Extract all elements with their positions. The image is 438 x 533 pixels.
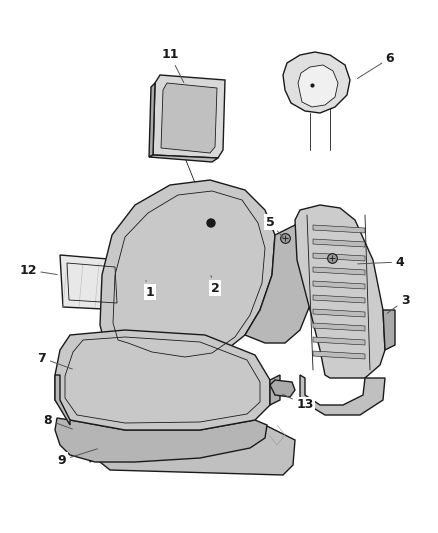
Polygon shape bbox=[161, 83, 217, 153]
Text: 1: 1 bbox=[145, 280, 154, 298]
Polygon shape bbox=[313, 239, 365, 247]
Polygon shape bbox=[283, 52, 350, 113]
Text: 11: 11 bbox=[161, 49, 184, 83]
Polygon shape bbox=[313, 281, 365, 289]
Text: 13: 13 bbox=[283, 394, 314, 411]
Polygon shape bbox=[149, 83, 155, 157]
Text: 2: 2 bbox=[211, 276, 219, 295]
Polygon shape bbox=[55, 418, 267, 462]
Polygon shape bbox=[149, 155, 218, 162]
Text: 12: 12 bbox=[19, 263, 57, 277]
Polygon shape bbox=[60, 255, 123, 310]
Text: 5: 5 bbox=[265, 215, 283, 238]
Polygon shape bbox=[300, 375, 385, 415]
Polygon shape bbox=[313, 295, 365, 303]
Polygon shape bbox=[383, 310, 395, 350]
Polygon shape bbox=[298, 65, 338, 107]
Polygon shape bbox=[313, 337, 365, 345]
Text: 3: 3 bbox=[387, 294, 410, 313]
Polygon shape bbox=[245, 225, 310, 343]
Text: 9: 9 bbox=[58, 449, 97, 466]
Polygon shape bbox=[313, 267, 365, 275]
Text: 7: 7 bbox=[38, 351, 72, 369]
Polygon shape bbox=[313, 309, 365, 317]
Text: 8: 8 bbox=[44, 414, 72, 429]
Polygon shape bbox=[313, 351, 365, 359]
Polygon shape bbox=[313, 323, 365, 331]
Polygon shape bbox=[295, 205, 385, 378]
Polygon shape bbox=[313, 225, 365, 233]
Polygon shape bbox=[153, 75, 225, 158]
Text: 4: 4 bbox=[358, 255, 404, 269]
Polygon shape bbox=[313, 253, 365, 261]
Polygon shape bbox=[90, 430, 95, 462]
Polygon shape bbox=[100, 180, 275, 365]
Polygon shape bbox=[270, 375, 280, 405]
Polygon shape bbox=[55, 375, 70, 425]
Circle shape bbox=[207, 219, 215, 227]
Text: 6: 6 bbox=[357, 52, 394, 78]
Polygon shape bbox=[95, 415, 295, 475]
Polygon shape bbox=[270, 380, 295, 397]
Polygon shape bbox=[55, 330, 270, 430]
